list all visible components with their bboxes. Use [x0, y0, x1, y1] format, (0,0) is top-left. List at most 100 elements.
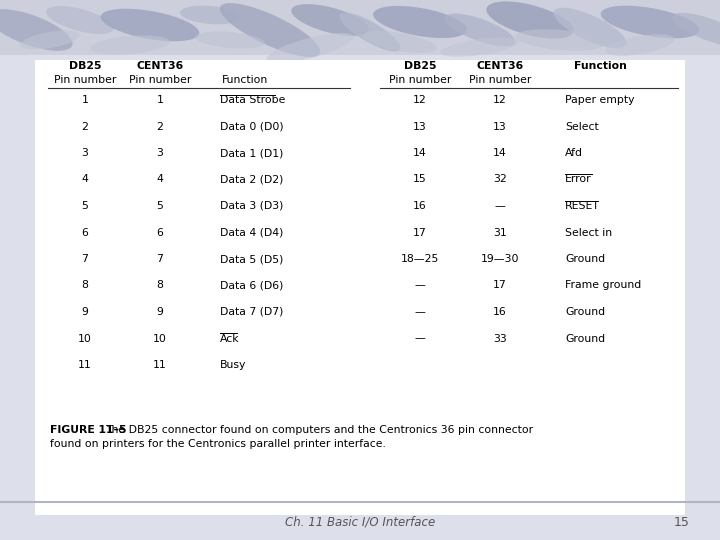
Text: Ch. 11 Basic I/O Interface: Ch. 11 Basic I/O Interface: [285, 516, 435, 529]
Text: Pin number: Pin number: [389, 75, 451, 85]
Text: Function: Function: [222, 75, 268, 85]
Ellipse shape: [195, 31, 265, 49]
Ellipse shape: [363, 31, 437, 53]
Text: 14: 14: [413, 148, 427, 158]
Bar: [0, 0, 720, 55]
Text: Busy: Busy: [220, 360, 246, 370]
Text: 7: 7: [156, 254, 163, 264]
Text: Data 6 (D6): Data 6 (D6): [220, 280, 284, 291]
Text: —: —: [415, 280, 426, 291]
Ellipse shape: [487, 2, 574, 38]
Text: 4: 4: [81, 174, 89, 185]
Text: 16: 16: [493, 307, 507, 317]
Text: Frame ground: Frame ground: [565, 280, 642, 291]
Text: Ground: Ground: [565, 254, 605, 264]
Text: 9: 9: [156, 307, 163, 317]
Text: 12: 12: [493, 95, 507, 105]
Text: 3: 3: [156, 148, 163, 158]
Text: Data 0 (D0): Data 0 (D0): [220, 122, 284, 132]
Text: 3: 3: [81, 148, 89, 158]
Text: 1: 1: [156, 95, 163, 105]
Text: 7: 7: [81, 254, 89, 264]
Ellipse shape: [180, 5, 240, 24]
Text: Data 3 (D3): Data 3 (D3): [220, 201, 284, 211]
Text: Data 5 (D5): Data 5 (D5): [220, 254, 284, 264]
Text: found on printers for the Centronics parallel printer interface.: found on printers for the Centronics par…: [50, 439, 386, 449]
Text: 17: 17: [493, 280, 507, 291]
Ellipse shape: [339, 12, 401, 51]
Text: 19—30: 19—30: [481, 254, 519, 264]
Ellipse shape: [600, 6, 699, 38]
Text: 10: 10: [78, 334, 92, 343]
Text: Data 4 (D4): Data 4 (D4): [220, 227, 284, 238]
Text: RESET: RESET: [565, 201, 600, 211]
Ellipse shape: [46, 6, 114, 34]
Text: 8: 8: [81, 280, 89, 291]
Ellipse shape: [101, 9, 199, 41]
Text: Data 2 (D2): Data 2 (D2): [220, 174, 284, 185]
Text: FIGURE 11–5: FIGURE 11–5: [50, 425, 127, 435]
Text: CENT36: CENT36: [477, 61, 523, 71]
Text: Ground: Ground: [565, 334, 605, 343]
Text: Data Strobe: Data Strobe: [220, 95, 285, 105]
Text: 13: 13: [493, 122, 507, 132]
Ellipse shape: [606, 34, 675, 56]
Text: 9: 9: [81, 307, 89, 317]
Text: CENT36: CENT36: [136, 61, 184, 71]
Text: 5: 5: [156, 201, 163, 211]
Text: DB25: DB25: [68, 61, 102, 71]
Text: Pin number: Pin number: [469, 75, 531, 85]
Bar: [35, 60, 685, 515]
Text: 15: 15: [413, 174, 427, 185]
Ellipse shape: [20, 31, 80, 50]
Text: Select in: Select in: [565, 227, 612, 238]
Text: 6: 6: [81, 227, 89, 238]
Text: Select: Select: [565, 122, 599, 132]
Ellipse shape: [90, 36, 170, 55]
Text: 2: 2: [156, 122, 163, 132]
Text: 11: 11: [153, 360, 167, 370]
Ellipse shape: [554, 8, 626, 49]
Ellipse shape: [0, 9, 73, 51]
Text: 11: 11: [78, 360, 92, 370]
Ellipse shape: [672, 13, 720, 47]
Text: Afd: Afd: [565, 148, 583, 158]
Text: Pin number: Pin number: [129, 75, 192, 85]
Text: 2: 2: [81, 122, 89, 132]
Text: Pin number: Pin number: [54, 75, 116, 85]
Text: Data 7 (D7): Data 7 (D7): [220, 307, 284, 317]
Text: —: —: [415, 307, 426, 317]
Ellipse shape: [373, 6, 467, 38]
Text: 16: 16: [413, 201, 427, 211]
Ellipse shape: [291, 4, 369, 36]
Text: 33: 33: [493, 334, 507, 343]
Text: 13: 13: [413, 122, 427, 132]
Text: 17: 17: [413, 227, 427, 238]
Text: 4: 4: [156, 174, 163, 185]
Text: Function: Function: [574, 61, 626, 71]
Text: —: —: [495, 201, 505, 211]
Text: 15: 15: [674, 516, 690, 529]
Text: DB25: DB25: [404, 61, 436, 71]
Text: 1: 1: [81, 95, 89, 105]
Ellipse shape: [444, 14, 516, 46]
Text: —: —: [415, 334, 426, 343]
Text: 5: 5: [81, 201, 89, 211]
Text: 12: 12: [413, 95, 427, 105]
Text: 6: 6: [156, 227, 163, 238]
Text: Data 1 (D1): Data 1 (D1): [220, 148, 284, 158]
Text: 8: 8: [156, 280, 163, 291]
Text: 31: 31: [493, 227, 507, 238]
Text: Ack: Ack: [220, 334, 240, 343]
Text: 10: 10: [153, 334, 167, 343]
Text: 18—25: 18—25: [401, 254, 439, 264]
Text: Ground: Ground: [565, 307, 605, 317]
Text: 32: 32: [493, 174, 507, 185]
Text: Error: Error: [565, 174, 592, 185]
Text: The DB25 connector found on computers and the Centronics 36 pin connector: The DB25 connector found on computers an…: [105, 425, 533, 435]
Text: 14: 14: [493, 148, 507, 158]
Text: Paper empty: Paper empty: [565, 95, 634, 105]
Ellipse shape: [266, 33, 354, 63]
Ellipse shape: [516, 29, 605, 51]
Ellipse shape: [441, 37, 520, 57]
